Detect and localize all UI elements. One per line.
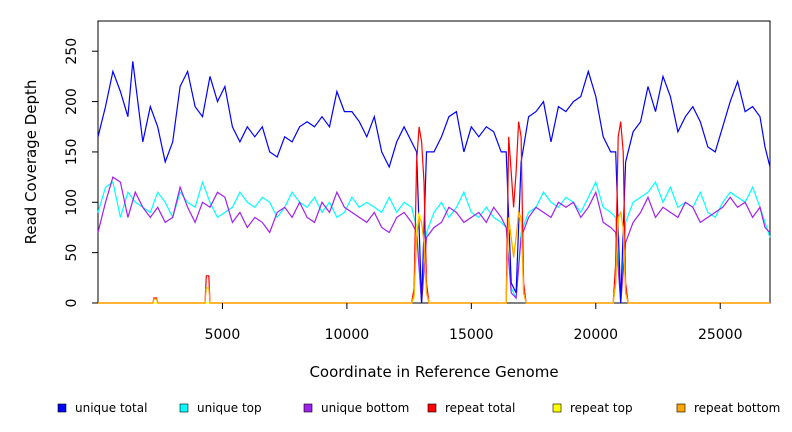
- x-tick-label: 5000: [205, 327, 241, 343]
- legend-label-repeat-top: repeat top: [570, 401, 633, 415]
- x-tick-label: 20000: [574, 327, 619, 343]
- legend-swatch-unique-top: [179, 403, 189, 413]
- x-axis: 5000 10000 15000 20000 25000: [205, 303, 743, 343]
- y-axis-title: Read Coverage Depth: [22, 80, 40, 245]
- y-tick-label: 50: [64, 244, 80, 262]
- plot-frame: [97, 20, 771, 304]
- y-tick-label: 100: [64, 189, 80, 216]
- legend: unique total unique top unique bottom repea…: [57, 401, 780, 415]
- series-line-unique-top: [97, 180, 771, 304]
- legend-label-unique-top: unique top: [197, 401, 262, 415]
- legend-swatch-repeat-bottom: [676, 403, 686, 413]
- legend-label-unique-bottom: unique bottom: [321, 401, 409, 415]
- legend-swatch-repeat-top: [552, 403, 562, 413]
- legend-label-repeat-total: repeat total: [445, 401, 515, 415]
- x-axis-title: Coordinate in Reference Genome: [309, 363, 558, 381]
- legend-label-unique-total: unique total: [75, 401, 147, 415]
- x-tick-label: 10000: [325, 327, 370, 343]
- legend-swatch-unique-bottom: [303, 403, 313, 413]
- x-tick-label: 15000: [449, 327, 494, 343]
- series-line-repeat-top: [98, 212, 770, 304]
- series-layer: [97, 61, 771, 304]
- series-line-repeat-bottom: [98, 210, 770, 304]
- legend-label-repeat-bottom: repeat bottom: [694, 401, 780, 415]
- series-line-unique-bottom: [97, 176, 771, 304]
- y-tick-label: 250: [64, 38, 80, 65]
- legend-swatch-unique-total: [57, 403, 67, 413]
- y-tick-label: 0: [64, 299, 80, 308]
- series-line-unique-total: [97, 61, 771, 304]
- y-axis: 0 50 100 150 200 250: [64, 38, 98, 308]
- x-tick-label: 25000: [698, 327, 743, 343]
- y-tick-label: 200: [64, 88, 80, 115]
- y-tick-label: 150: [64, 139, 80, 166]
- legend-swatch-repeat-total: [427, 403, 437, 413]
